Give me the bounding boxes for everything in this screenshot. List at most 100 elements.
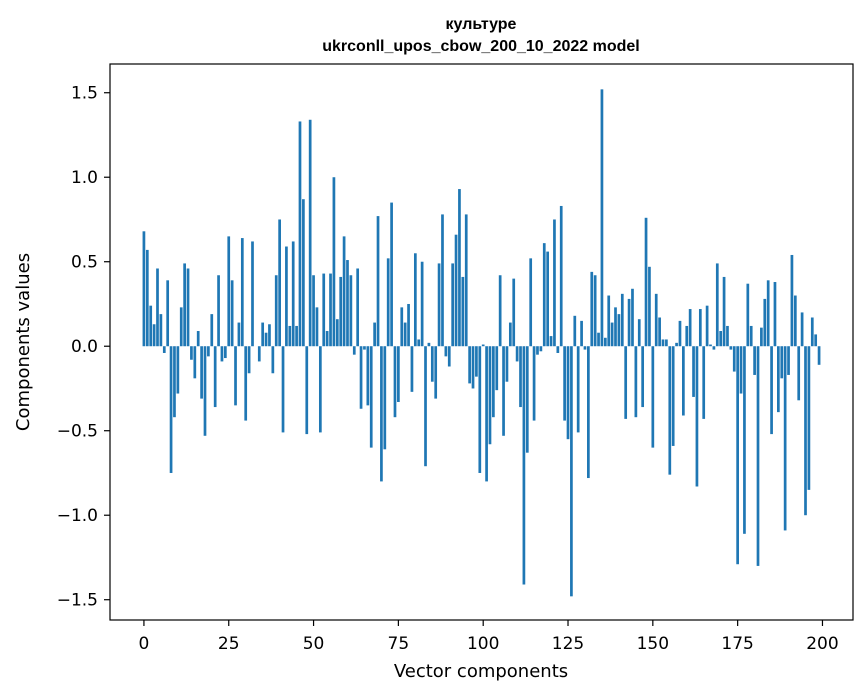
bar xyxy=(783,346,787,531)
bar xyxy=(603,337,607,347)
bar xyxy=(678,320,682,347)
bar xyxy=(495,346,499,391)
bar xyxy=(454,234,458,347)
bar xyxy=(186,268,190,347)
bar xyxy=(437,263,441,347)
bar xyxy=(790,254,794,347)
bar xyxy=(553,219,556,347)
bar xyxy=(732,346,736,372)
bar xyxy=(817,346,821,365)
bar xyxy=(471,346,475,389)
bar xyxy=(729,346,733,350)
bar xyxy=(610,322,614,347)
bar xyxy=(376,216,380,347)
bar xyxy=(173,346,176,418)
bar xyxy=(797,346,801,401)
bar xyxy=(346,260,349,347)
bar xyxy=(434,346,438,399)
bar xyxy=(505,346,509,382)
bar xyxy=(210,314,214,347)
bar xyxy=(726,325,729,347)
bar xyxy=(542,243,546,347)
bar xyxy=(285,246,288,347)
bar xyxy=(179,307,183,347)
bar xyxy=(800,312,804,347)
bar xyxy=(587,346,590,479)
bar xyxy=(614,307,617,347)
bar xyxy=(366,346,370,406)
x-tick-label: 75 xyxy=(388,634,410,654)
bar xyxy=(573,315,577,347)
bar xyxy=(298,121,302,347)
bar xyxy=(274,275,278,347)
bar xyxy=(278,219,281,347)
x-tick-label: 175 xyxy=(721,634,753,654)
bar xyxy=(671,346,675,446)
bar xyxy=(770,346,773,435)
bar xyxy=(176,346,180,394)
bar xyxy=(261,322,265,347)
bar xyxy=(475,346,478,377)
bar xyxy=(807,346,811,490)
bar xyxy=(620,293,624,347)
bar xyxy=(570,346,573,597)
bar xyxy=(777,346,780,413)
bar xyxy=(169,346,173,473)
bar xyxy=(488,346,492,445)
bar xyxy=(430,346,434,382)
x-tick-label: 150 xyxy=(637,634,669,654)
bar xyxy=(315,307,319,347)
bar xyxy=(624,346,628,419)
bar xyxy=(318,346,322,433)
bar xyxy=(458,189,461,347)
bar xyxy=(600,89,604,347)
bar xyxy=(492,346,495,418)
bar xyxy=(339,276,343,347)
bar xyxy=(525,346,529,453)
bar xyxy=(349,275,353,347)
bar xyxy=(230,280,234,347)
bar xyxy=(763,298,767,347)
bar xyxy=(193,346,197,379)
bar xyxy=(332,177,336,347)
bar xyxy=(220,346,224,362)
bar xyxy=(512,278,516,347)
bar xyxy=(515,346,519,362)
bar xyxy=(145,249,149,347)
bar xyxy=(654,293,658,347)
x-axis-ticks: 0 25 50 75 100 125 150 175 200 xyxy=(139,620,839,654)
y-axis-ticks: −1.5 −1.0 −0.5 0.0 0.5 1.0 1.5 xyxy=(57,84,110,611)
bar xyxy=(424,346,427,467)
bar xyxy=(322,273,326,347)
bar xyxy=(736,346,739,565)
bar xyxy=(200,346,203,399)
y-tick-label: −1.5 xyxy=(57,591,98,611)
bar xyxy=(308,119,312,347)
bar xyxy=(393,346,397,418)
bar xyxy=(468,346,471,384)
bar xyxy=(196,331,200,347)
bar xyxy=(682,346,685,416)
bar xyxy=(427,342,431,347)
x-tick-label: 200 xyxy=(806,634,838,654)
bar xyxy=(268,324,271,347)
bar xyxy=(695,346,699,487)
bar xyxy=(637,319,641,347)
bar xyxy=(485,346,488,482)
bar xyxy=(417,339,421,347)
bar xyxy=(743,346,746,534)
bar xyxy=(234,346,237,406)
bar xyxy=(149,305,153,347)
bar xyxy=(142,231,146,347)
bar xyxy=(675,342,678,347)
bar xyxy=(814,334,818,347)
bar xyxy=(746,283,750,347)
y-tick-label: 0.0 xyxy=(71,337,98,357)
bar xyxy=(532,346,536,421)
bar xyxy=(237,322,241,347)
bar xyxy=(386,258,390,347)
bar xyxy=(715,263,719,347)
bar xyxy=(281,346,285,433)
bar xyxy=(631,288,634,347)
